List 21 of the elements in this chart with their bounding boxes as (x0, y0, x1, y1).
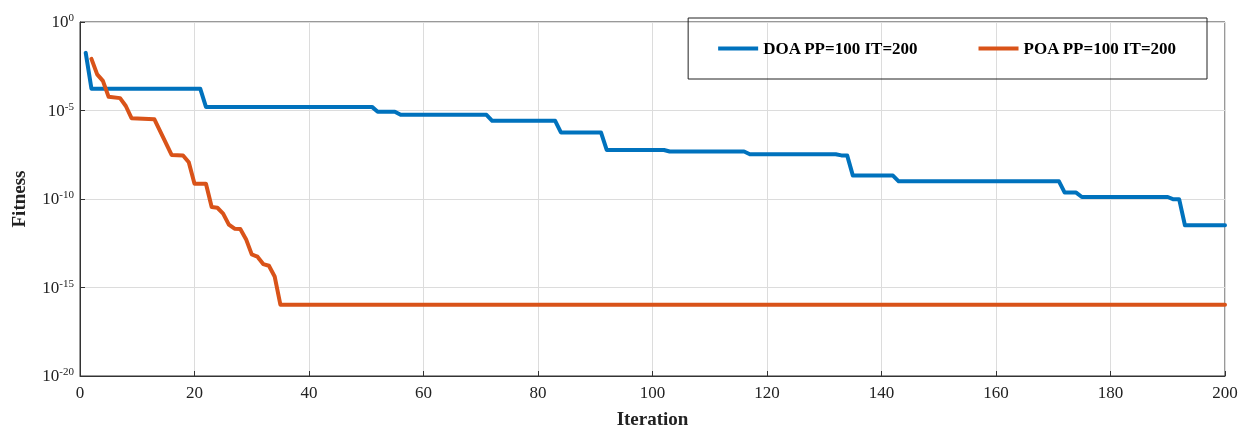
x-tick-label: 60 (415, 383, 432, 402)
x-tick-label: 80 (529, 383, 547, 402)
x-tick-label: 120 (754, 383, 780, 402)
x-tick-label: 40 (300, 383, 318, 402)
x-tick-label: 200 (1212, 383, 1238, 402)
y-tick-label: 10$^{0}$ (51, 11, 74, 32)
legend-label: DOA PP=100 IT=200 (763, 39, 918, 58)
x-tick-label: 180 (1097, 383, 1124, 402)
legend-label: POA PP=100 IT=200 (1023, 39, 1177, 58)
y-axis-title: Fitness (8, 170, 29, 228)
x-axis-title: Iteration (616, 408, 689, 429)
x-tick-label: 100 (639, 383, 666, 402)
line-series (89, 56, 1227, 307)
x-tick-label: 20 (186, 383, 203, 402)
x-tick-label: 140 (868, 383, 895, 402)
x-tick-label: 0 (75, 383, 85, 402)
y-tick-label: 10$^{-15}$ (42, 276, 74, 298)
y-tick-label: 10$^{-5}$ (47, 99, 74, 121)
x-tick-label: 160 (983, 383, 1009, 402)
y-tick-label: 10$^{-20}$ (42, 365, 74, 386)
y-tick-label: 10$^{-10}$ (42, 188, 74, 209)
